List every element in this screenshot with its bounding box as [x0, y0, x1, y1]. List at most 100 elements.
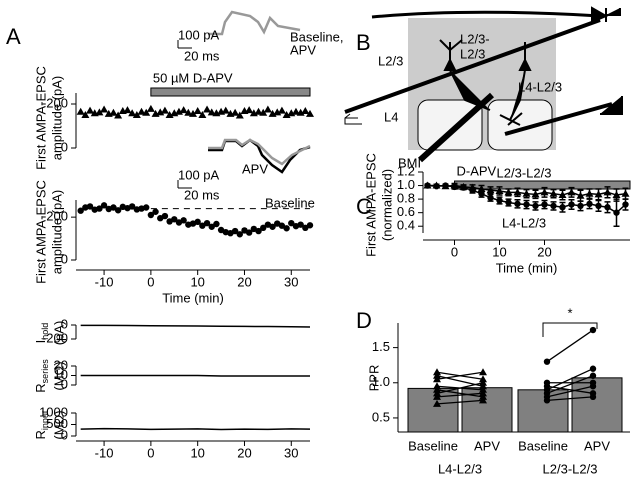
series-label: L2/3-L2/3	[497, 165, 552, 180]
marker	[589, 390, 597, 397]
marker	[522, 189, 531, 197]
marker	[603, 188, 612, 196]
marker	[263, 105, 272, 113]
marker	[114, 111, 123, 119]
x-tick-label: 20	[537, 244, 551, 259]
inset-label: Baseline,	[290, 29, 343, 44]
marker	[433, 385, 441, 393]
marker	[433, 389, 441, 397]
y-tick-label: 20	[54, 357, 68, 372]
pair-line	[546, 385, 594, 394]
x-tick-label: 10	[190, 274, 204, 289]
category-label: Baseline	[518, 438, 568, 453]
x-axis-label: Time (min)	[162, 290, 224, 305]
y-axis-label: amplitude (pA)	[49, 76, 64, 161]
marker	[171, 216, 178, 223]
marker	[589, 372, 597, 379]
marker	[81, 111, 90, 118]
x-tick-label: 30	[284, 445, 298, 460]
marker	[213, 220, 220, 228]
marker	[128, 203, 136, 210]
marker	[180, 217, 187, 224]
marker	[147, 211, 155, 219]
treatment-label: D-APV	[457, 163, 497, 178]
marker	[282, 111, 291, 118]
marker	[505, 199, 512, 206]
marker	[559, 204, 566, 211]
marker	[160, 106, 169, 114]
marker	[433, 375, 441, 383]
y-tick-label: 1.0	[372, 374, 390, 389]
pair-line	[436, 389, 484, 398]
significance-bracket	[542, 322, 598, 337]
y-axis-label: (pA)	[51, 321, 66, 346]
x-tick-label: 0	[451, 244, 458, 259]
marker	[277, 106, 286, 114]
y-tick-label: 0	[61, 316, 68, 331]
panel-letter: C	[356, 194, 372, 219]
marker	[128, 109, 137, 117]
marker	[165, 111, 174, 118]
marker	[433, 371, 441, 379]
y-axis-label: First AMPA-EPSC	[33, 66, 48, 170]
marker	[589, 379, 597, 386]
marker	[433, 392, 441, 400]
x-tick-label: -10	[95, 274, 114, 289]
marker	[479, 392, 487, 400]
label-subscript: input	[40, 410, 50, 430]
trace-line	[80, 324, 311, 328]
marker	[132, 111, 141, 118]
x-tick-label: -10	[95, 445, 114, 460]
y-axis-label: PPR	[366, 365, 381, 392]
inset-label: 20 ms	[184, 187, 220, 202]
marker	[288, 219, 295, 227]
y-tick-label: 10	[54, 367, 68, 382]
marker	[236, 231, 243, 238]
marker	[255, 227, 262, 235]
significance-mark: *	[567, 305, 572, 320]
marker	[433, 368, 441, 376]
y-tick-label: -200	[42, 330, 68, 345]
marker	[541, 201, 548, 208]
marker	[245, 229, 253, 236]
marker	[612, 191, 621, 199]
marker	[613, 209, 620, 216]
marker	[235, 111, 244, 119]
bar	[517, 389, 569, 433]
y-tick-label: -200	[42, 209, 68, 224]
marker	[479, 375, 487, 383]
layer-label: L4	[384, 109, 398, 124]
marker	[567, 188, 576, 196]
drug-label: BMI	[398, 155, 421, 170]
marker	[194, 218, 201, 226]
y-axis-label: Rseries	[33, 359, 50, 393]
y-tick-label: 0	[61, 251, 68, 266]
marker	[433, 382, 441, 390]
marker	[86, 203, 94, 210]
marker	[301, 107, 310, 115]
marker	[114, 207, 122, 214]
marker	[269, 223, 276, 230]
marker	[137, 107, 146, 115]
x-tick-label: 20	[237, 445, 251, 460]
marker	[487, 194, 494, 201]
inset-label: Baseline	[265, 195, 315, 210]
pair-line	[436, 371, 484, 380]
bar	[407, 387, 459, 433]
marker	[585, 189, 594, 197]
marker	[595, 202, 602, 210]
marker	[254, 107, 263, 115]
y-tick-label: 1.2	[397, 163, 415, 178]
marker	[543, 358, 551, 365]
marker	[589, 365, 597, 372]
inset-label: 100 pA	[178, 27, 220, 42]
x-tick-label: 10	[492, 244, 506, 259]
pair-label: L2/3	[460, 46, 485, 61]
pair-line	[546, 375, 594, 394]
y-tick-label: 0	[61, 139, 68, 154]
marker	[291, 107, 300, 115]
y-tick-label: 0.4	[397, 218, 415, 233]
label-subscript: series	[40, 359, 50, 384]
marker	[273, 108, 282, 116]
marker	[604, 204, 611, 211]
